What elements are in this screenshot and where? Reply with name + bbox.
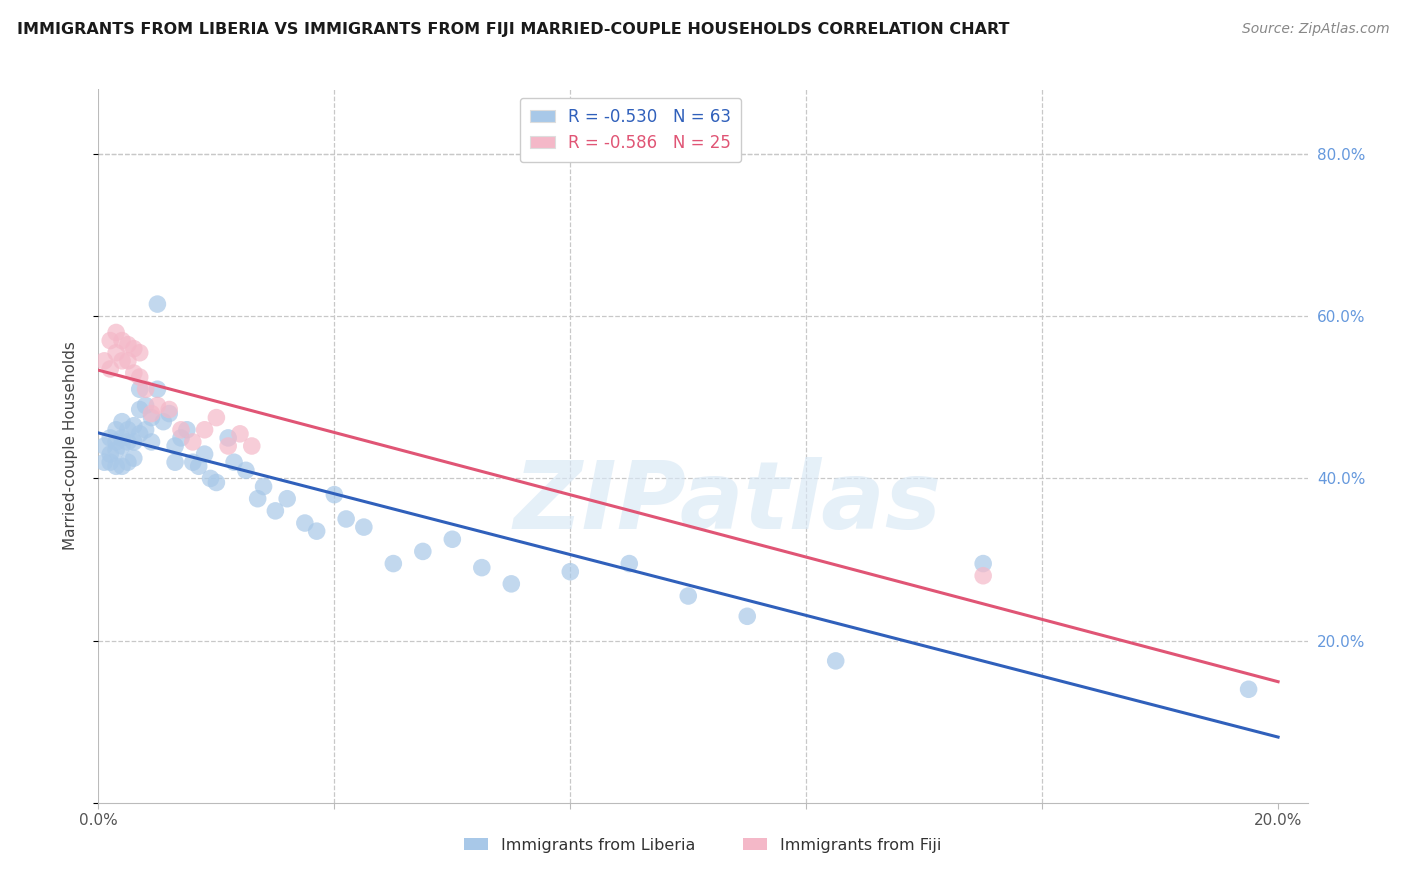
Point xyxy=(141,410,163,425)
Point xyxy=(165,439,187,453)
Point xyxy=(382,557,405,571)
Point xyxy=(264,504,287,518)
Point xyxy=(111,415,134,429)
Text: ZIPatlas: ZIPatlas xyxy=(513,457,941,549)
Point xyxy=(222,455,245,469)
Point xyxy=(560,565,582,579)
Point xyxy=(335,512,357,526)
Point xyxy=(111,439,134,453)
Legend: Immigrants from Liberia, Immigrants from Fiji: Immigrants from Liberia, Immigrants from… xyxy=(458,831,948,859)
Point xyxy=(229,426,252,441)
Point xyxy=(441,533,464,547)
Point xyxy=(111,334,134,348)
Point xyxy=(128,402,150,417)
Point xyxy=(122,434,145,449)
Point xyxy=(294,516,316,530)
Point xyxy=(135,382,157,396)
Point xyxy=(146,399,169,413)
Point xyxy=(117,337,139,351)
Point xyxy=(111,431,134,445)
Point xyxy=(240,439,263,453)
Point xyxy=(111,459,134,474)
Point xyxy=(200,471,222,485)
Point xyxy=(412,544,434,558)
Text: Source: ZipAtlas.com: Source: ZipAtlas.com xyxy=(1241,22,1389,37)
Point xyxy=(141,407,163,421)
Point xyxy=(735,609,758,624)
Point xyxy=(157,402,180,417)
Point xyxy=(194,423,217,437)
Point xyxy=(501,577,523,591)
Point xyxy=(122,366,145,380)
Point xyxy=(194,447,217,461)
Point xyxy=(305,524,328,538)
Point xyxy=(205,475,228,490)
Point xyxy=(246,491,269,506)
Y-axis label: Married-couple Households: Married-couple Households xyxy=(63,342,77,550)
Point xyxy=(98,455,121,469)
Point xyxy=(353,520,375,534)
Point xyxy=(972,557,994,571)
Point xyxy=(678,589,700,603)
Point xyxy=(170,431,193,445)
Point xyxy=(181,455,204,469)
Point xyxy=(141,434,163,449)
Point xyxy=(824,654,846,668)
Point xyxy=(170,423,193,437)
Point xyxy=(122,451,145,466)
Point xyxy=(152,415,174,429)
Point xyxy=(276,491,298,506)
Point xyxy=(128,345,150,359)
Text: IMMIGRANTS FROM LIBERIA VS IMMIGRANTS FROM FIJI MARRIED-COUPLE HOUSEHOLDS CORREL: IMMIGRANTS FROM LIBERIA VS IMMIGRANTS FR… xyxy=(17,22,1010,37)
Point xyxy=(93,439,115,453)
Point xyxy=(146,297,169,311)
Point xyxy=(93,455,115,469)
Point xyxy=(105,423,128,437)
Point xyxy=(117,455,139,469)
Point xyxy=(217,431,239,445)
Point xyxy=(105,443,128,458)
Point xyxy=(122,342,145,356)
Point xyxy=(117,423,139,437)
Point xyxy=(93,354,115,368)
Point xyxy=(1237,682,1260,697)
Point xyxy=(105,434,128,449)
Point xyxy=(323,488,346,502)
Point xyxy=(252,479,274,493)
Point xyxy=(98,334,121,348)
Point xyxy=(122,418,145,433)
Point xyxy=(181,434,204,449)
Point xyxy=(205,410,228,425)
Point xyxy=(98,362,121,376)
Point xyxy=(105,326,128,340)
Point xyxy=(157,407,180,421)
Point xyxy=(176,423,198,437)
Point xyxy=(105,345,128,359)
Point xyxy=(98,431,121,445)
Point xyxy=(972,568,994,582)
Point xyxy=(128,426,150,441)
Point xyxy=(135,423,157,437)
Point xyxy=(165,455,187,469)
Point xyxy=(619,557,641,571)
Point xyxy=(105,459,128,474)
Point xyxy=(235,463,257,477)
Point xyxy=(146,382,169,396)
Point xyxy=(135,399,157,413)
Point xyxy=(128,370,150,384)
Point xyxy=(117,354,139,368)
Point xyxy=(128,382,150,396)
Point xyxy=(471,560,494,574)
Point xyxy=(98,447,121,461)
Point xyxy=(187,459,209,474)
Point xyxy=(117,434,139,449)
Point xyxy=(217,439,239,453)
Point xyxy=(111,354,134,368)
